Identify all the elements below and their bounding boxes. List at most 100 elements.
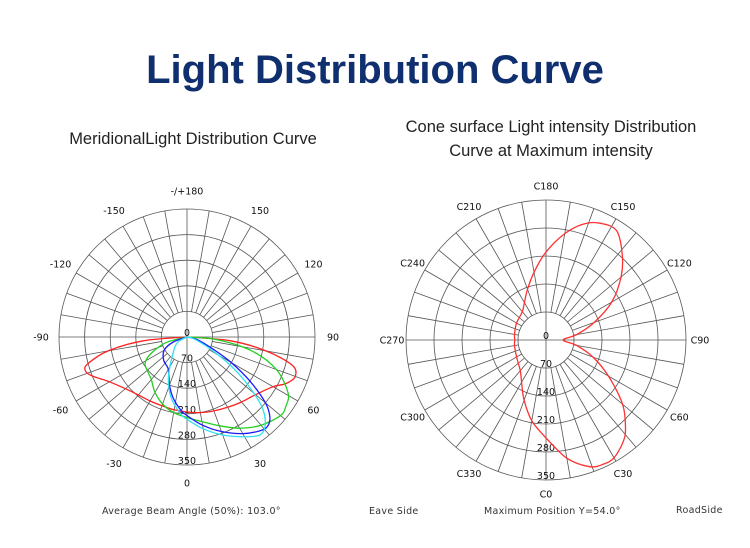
meridional-curve-1: [84, 336, 297, 414]
grid-spoke: [559, 364, 617, 462]
grid-spoke: [550, 202, 571, 313]
grid-spoke: [206, 353, 286, 420]
grid-spoke: [88, 353, 168, 420]
meridional-curve-4: [167, 336, 266, 438]
grid-spoke: [572, 349, 678, 389]
grid-spoke: [455, 361, 529, 448]
grid-spoke: [212, 341, 314, 360]
angle-tick-label: -120: [50, 260, 72, 271]
angle-tick-label: C180: [534, 182, 559, 193]
angle-tick-label: 0: [184, 479, 190, 490]
angle-tick-label: C120: [667, 259, 692, 270]
grid-spoke: [195, 216, 232, 314]
road-side-label: RoadSide: [676, 505, 723, 516]
cone-curve-1: [513, 221, 627, 468]
right-chart-title-line-1: Cone surface Light intensity Distributio…: [405, 118, 697, 136]
grid-spoke: [104, 356, 171, 436]
angle-tick-label: 30: [254, 459, 266, 470]
grid-spoke: [475, 364, 533, 462]
grid-spoke: [142, 216, 179, 314]
grid-spoke: [563, 232, 637, 319]
angle-tick-label: 90: [327, 333, 339, 344]
page-title: Light Distribution Curve: [146, 48, 604, 92]
radial-tick-label: 350: [537, 471, 555, 482]
radial-tick-label: 0: [184, 328, 190, 339]
radial-tick-label: 0: [543, 331, 549, 342]
radial-tick-label: 280: [537, 443, 555, 454]
grid-spoke: [88, 254, 168, 321]
grid-spoke: [455, 232, 529, 319]
angle-tick-label: C150: [611, 202, 636, 213]
right-chart-title-line-2: Curve at Maximum intensity: [449, 142, 653, 160]
grid-spoke: [424, 269, 522, 327]
angle-tick-label: 120: [304, 260, 322, 271]
beam-angle-label: Average Beam Angle (50%): 103.0°: [102, 506, 281, 517]
radial-tick-label: 210: [178, 405, 196, 416]
grid-spoke: [438, 249, 525, 323]
grid-spoke: [203, 238, 270, 318]
grid-spoke: [563, 361, 637, 448]
grid-spoke: [104, 238, 171, 318]
angle-tick-label: -150: [103, 206, 125, 217]
grid-spoke: [570, 353, 668, 411]
grid-spoke: [206, 254, 286, 321]
grid-spoke: [521, 202, 542, 313]
grid-spoke: [555, 208, 595, 314]
angle-tick-label: C330: [457, 469, 482, 480]
angle-tick-label: -60: [53, 406, 69, 417]
grid-spoke: [550, 367, 571, 478]
grid-spoke: [191, 210, 210, 312]
grid-spoke: [66, 292, 164, 329]
angle-tick-label: C90: [691, 336, 710, 347]
grid-spoke: [195, 360, 232, 458]
radial-tick-label: 70: [181, 354, 193, 365]
grid-spoke: [573, 344, 684, 365]
grid-spoke: [208, 349, 299, 402]
grid-spoke: [521, 367, 542, 478]
grid-spoke: [567, 357, 654, 431]
grid-spoke: [212, 314, 314, 333]
max-position-label: Maximum Position Y=54.0°: [484, 506, 621, 517]
grid-spoke: [559, 218, 617, 316]
grid-spoke: [497, 208, 537, 314]
grid-spoke: [555, 366, 595, 472]
radial-tick-label: 210: [537, 415, 555, 426]
grid-spoke: [414, 291, 520, 331]
grid-spoke: [210, 345, 308, 382]
angle-tick-label: -30: [106, 459, 122, 470]
grid-spoke: [199, 225, 252, 316]
grid-spoke: [122, 225, 175, 316]
meridional-curve-2: [144, 336, 290, 429]
grid-spoke: [60, 341, 162, 360]
grid-spoke: [408, 344, 519, 365]
right-chart-title: Cone surface Light intensity Distributio…: [370, 115, 732, 163]
grid-spoke: [164, 210, 183, 312]
grid-spoke: [75, 272, 166, 325]
cone-chart: C0 C30 C60 C90 C120 C150 C180 C210 C240 C270 C300 C…: [380, 182, 710, 501]
angle-tick-label: C60: [670, 413, 689, 424]
meridional-curve-3: [162, 336, 271, 435]
grid-spoke: [203, 356, 270, 436]
grid-spoke: [122, 358, 175, 449]
angle-tick-label: C30: [614, 469, 633, 480]
grid-spoke: [570, 269, 668, 327]
angle-tick-label: 150: [251, 206, 269, 217]
angle-tick-label: C0: [540, 490, 553, 501]
angle-tick-label: -90: [33, 333, 49, 344]
angle-tick-label: C270: [380, 336, 405, 347]
angle-tick-label: -/+180: [171, 187, 204, 198]
grid-spoke: [408, 315, 519, 336]
left-chart-title: MeridionalLight Distribution Curve: [69, 130, 317, 148]
grid-spoke: [573, 315, 684, 336]
angle-tick-label: C300: [400, 413, 425, 424]
grid-spoke: [66, 345, 164, 382]
grid-spoke: [475, 218, 533, 316]
grid-spoke: [210, 292, 308, 329]
radial-tick-label: 140: [537, 387, 555, 398]
radial-tick-label: 140: [178, 379, 196, 390]
angle-tick-label: C210: [457, 202, 482, 213]
grid-spoke: [424, 353, 522, 411]
meridional-chart: 0 30 60 90 120 150 -/+180 -150 -120 -90 -60 -30 0 70 1…: [33, 187, 339, 490]
grid-spoke: [60, 314, 162, 333]
